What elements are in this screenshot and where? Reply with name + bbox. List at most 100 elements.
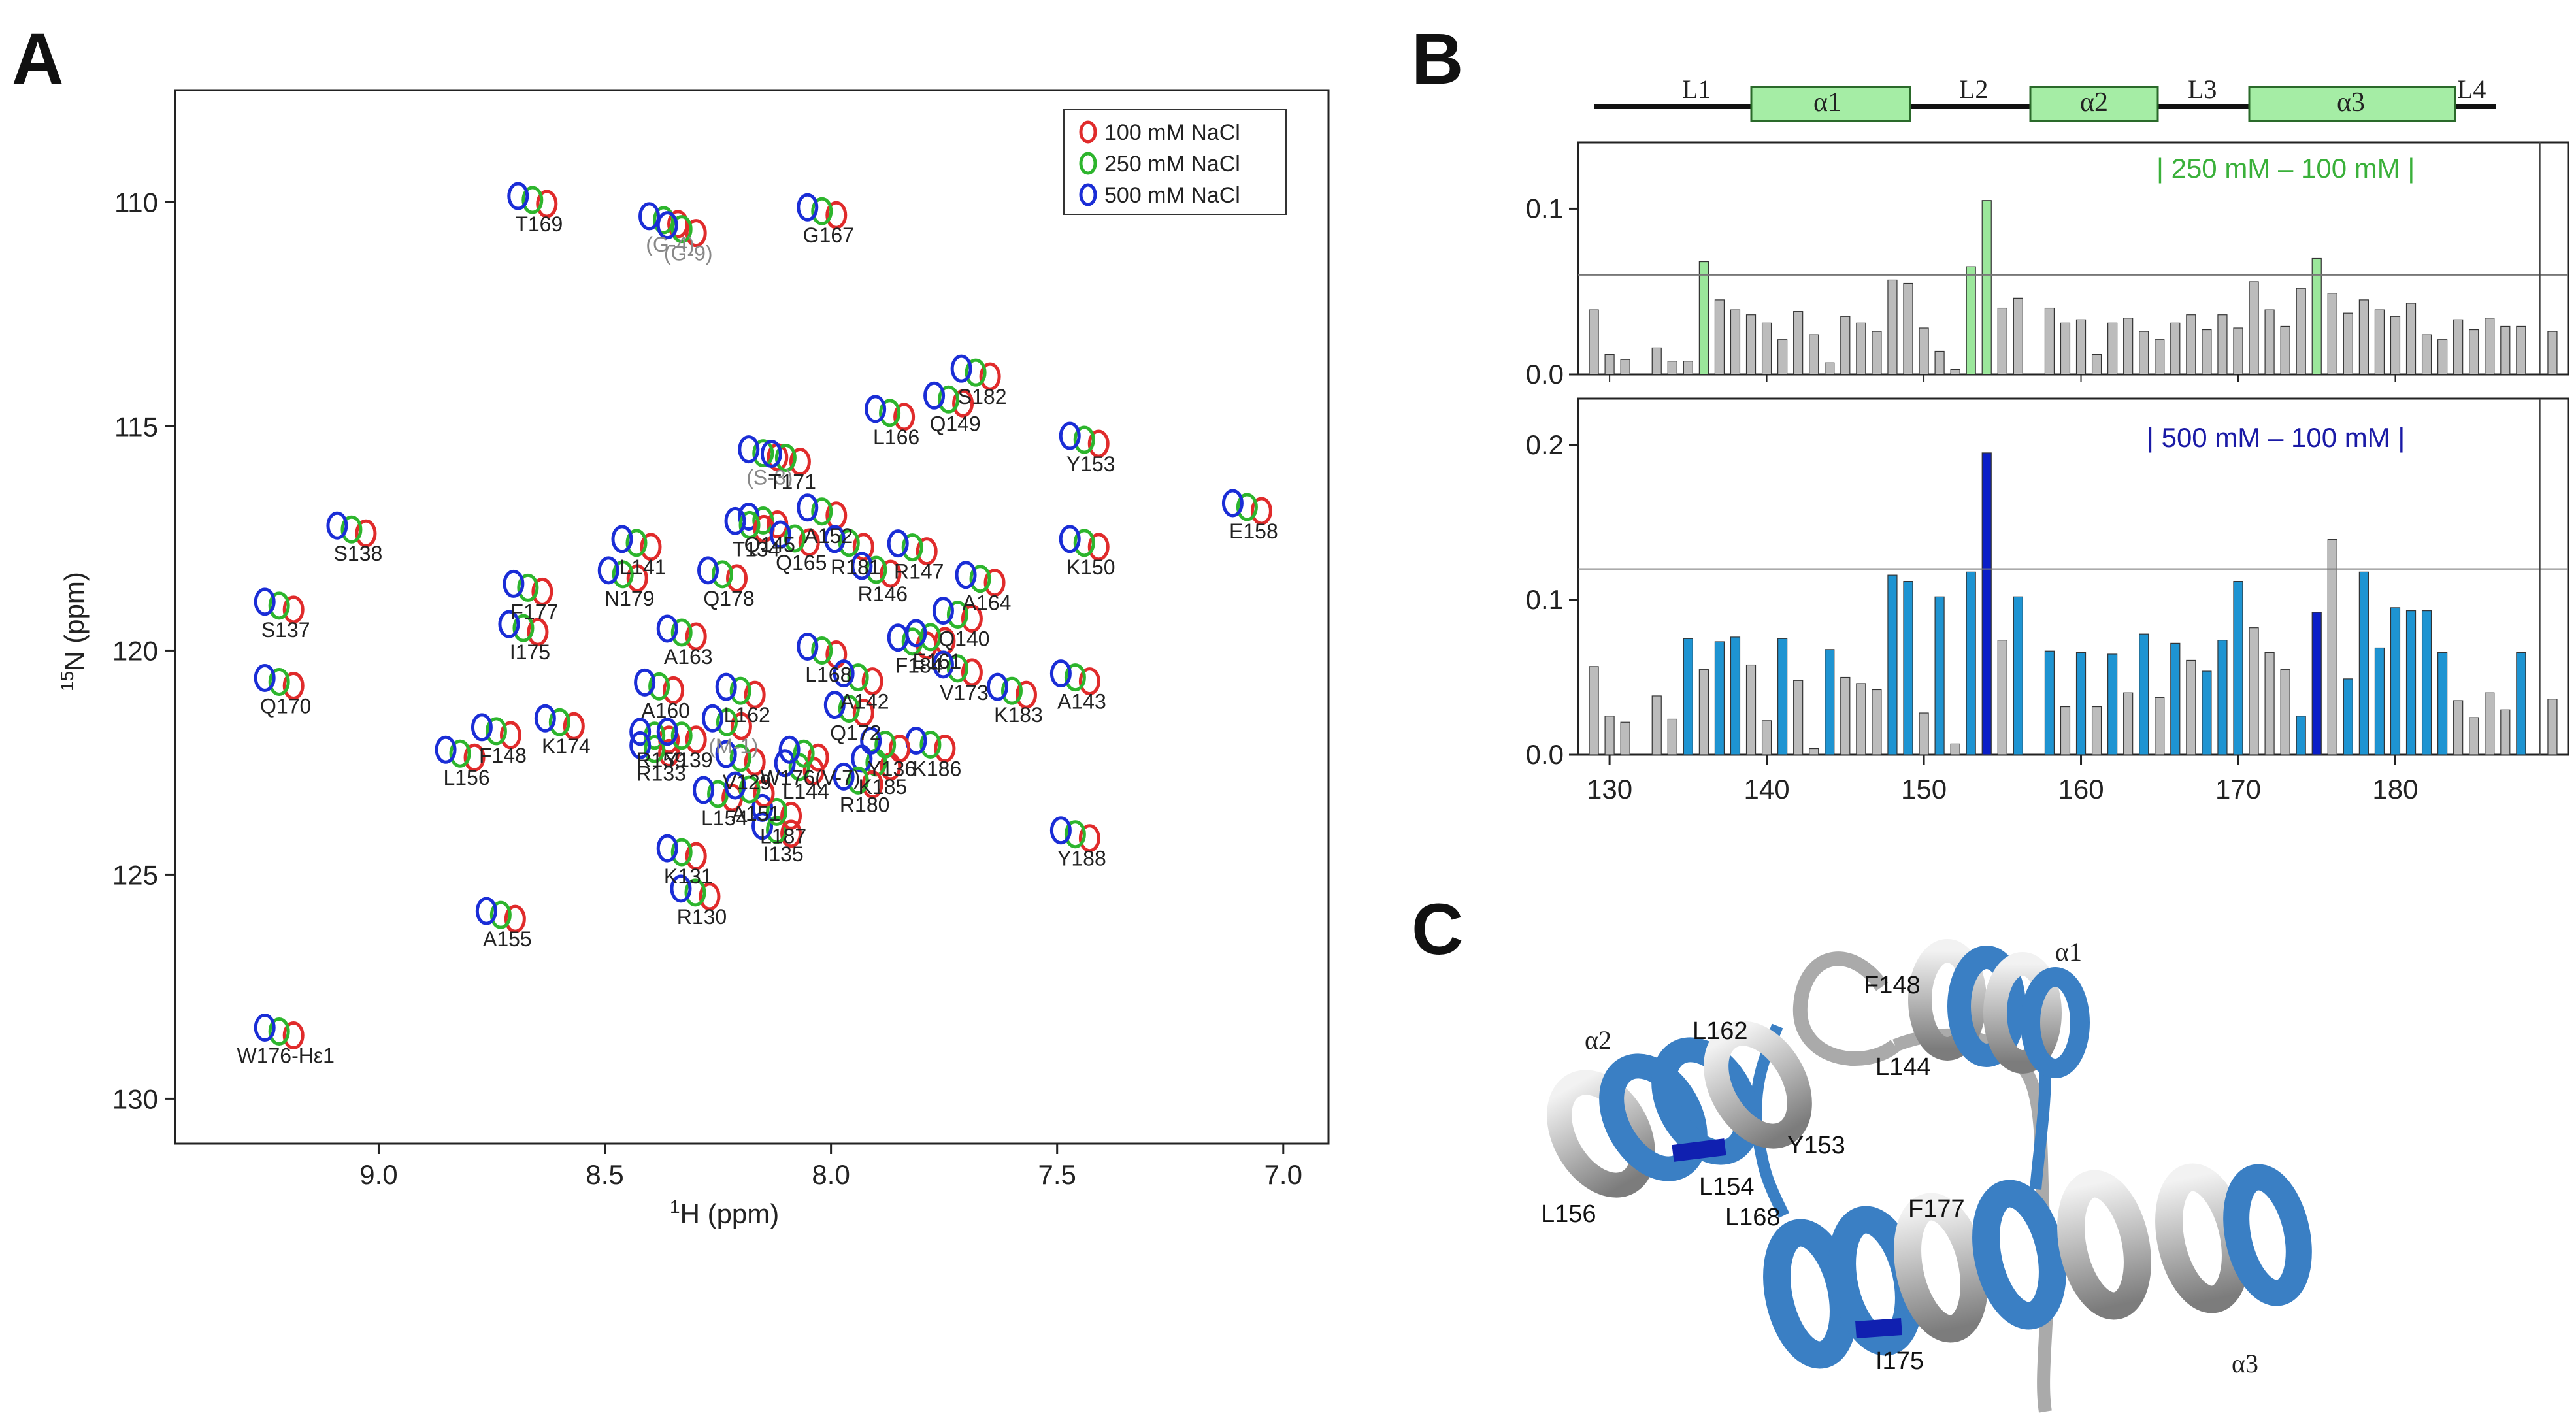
- diff500-bar-151: [1934, 596, 1945, 755]
- peak-q172-250: [838, 695, 860, 723]
- diff500-bar-166: [2170, 642, 2181, 755]
- peak-label: I175: [510, 640, 550, 664]
- diff250-bar-155: [1997, 307, 2007, 375]
- peak-label: R146: [858, 582, 908, 606]
- peak-y139-250: [670, 721, 693, 750]
- peak-label: T169: [515, 212, 563, 236]
- diff250-bar-181: [2405, 303, 2417, 375]
- peak-q172-500: [823, 691, 846, 719]
- x-tick-label: 7.0: [1264, 1159, 1302, 1190]
- diff500-bar-134: [1667, 718, 1677, 755]
- diff500-bar-167: [2186, 659, 2196, 755]
- diff250-bar-136: [1698, 261, 1709, 375]
- peak-y136-500: [860, 726, 882, 755]
- diff500-bar-174: [2296, 716, 2306, 755]
- structure-label-alpha1: α1: [2055, 937, 2082, 966]
- bars-500-100: [1578, 399, 2568, 755]
- diff250-bar-144: [1825, 362, 1835, 375]
- peak-f177-100: [531, 577, 553, 606]
- peak-i175-250: [512, 614, 535, 642]
- diff500-bar-182: [2421, 610, 2432, 755]
- bar-plot-500-title: | 500 mM – 100 mM |: [2147, 422, 2405, 453]
- diff500-bar-171: [2249, 627, 2259, 755]
- peak-a143-500: [1049, 659, 1072, 688]
- panel-label-b: B: [1412, 19, 1463, 99]
- peak-label: S137: [261, 618, 310, 642]
- peak-y139-100: [685, 725, 707, 754]
- diff250-bar-178: [2358, 299, 2369, 375]
- peak-t171-100: [789, 447, 811, 476]
- diff250-bar-149: [1903, 282, 1913, 375]
- peak--g-9--500: [656, 211, 678, 240]
- peak-label: (G-9): [664, 242, 713, 265]
- helix-alpha1-box: [1750, 86, 1911, 122]
- diff250-bar-188: [2516, 325, 2526, 375]
- peak-label: (S-3): [746, 466, 793, 489]
- diff250-bar-154: [1981, 200, 1992, 375]
- peak-a155-500: [475, 897, 497, 925]
- bar-y-tick-label: 0.0: [1526, 739, 1564, 770]
- peak-a160-500: [634, 668, 656, 697]
- peak-r146-100: [880, 559, 902, 588]
- peak-s137-500: [254, 587, 276, 616]
- peak-label: F184: [895, 654, 943, 678]
- peak-i135-250: [766, 816, 788, 844]
- peak-label: L162: [724, 703, 770, 727]
- x-tick-label: 8.0: [812, 1159, 850, 1190]
- peak--s-3--250: [752, 439, 774, 468]
- diff250-bar-147: [1872, 331, 1882, 375]
- peak-a163-100: [685, 622, 707, 651]
- legend-marker-500: [1079, 183, 1097, 206]
- peak-y153-100: [1087, 429, 1110, 458]
- peak-f148-250: [485, 717, 507, 746]
- peak-y188-100: [1078, 824, 1100, 853]
- peak-s138-500: [326, 511, 348, 540]
- peak-label: R130: [677, 905, 727, 929]
- diff500-bar-149: [1903, 581, 1913, 755]
- peak-v129-100: [744, 748, 766, 776]
- diff500-bar-160: [2075, 652, 2087, 755]
- peak-label: R159: [636, 748, 686, 772]
- peak-l156-250: [449, 739, 471, 768]
- diff500-bar-138: [1730, 636, 1741, 755]
- peak-label: Y139: [664, 748, 713, 772]
- diff250-bar-167: [2186, 314, 2196, 375]
- diff500-bar-143: [1809, 748, 1819, 755]
- peak-w176-v-7--100: [807, 743, 829, 772]
- diff250-bar-146: [1856, 322, 1866, 375]
- diff500-bar-153: [1966, 571, 1976, 755]
- bar-x-tick-label: 170: [2215, 774, 2261, 804]
- diff250-bar-172: [2264, 309, 2275, 375]
- peak-q170-250: [268, 667, 290, 696]
- residue-label-y153: Y153: [1787, 1132, 1845, 1159]
- diff250-bar-133: [1651, 347, 1662, 375]
- residue-label-f148: F148: [1864, 972, 1921, 999]
- diff250-bar-163: [2123, 318, 2134, 375]
- diff500-bar-130: [1604, 716, 1615, 755]
- peak-label: L156: [443, 766, 489, 789]
- diff250-bar-131: [1620, 359, 1630, 375]
- peak-label: R180: [840, 793, 890, 816]
- diff500-bar-156: [2013, 596, 2023, 755]
- hsqc-ticks: 9.0 8.5 8.0 7.5 7.0 110 115 120 125 130: [112, 187, 1302, 1190]
- diff500-bar-137: [1714, 641, 1725, 755]
- diff250-bar-142: [1793, 311, 1804, 375]
- diff500-bar-152: [1950, 743, 1960, 755]
- diff250-bar-159: [2060, 322, 2071, 375]
- diff500-bar-163: [2123, 692, 2134, 755]
- peak-r181-100: [852, 533, 874, 561]
- diff250-bar-139: [1745, 314, 1757, 375]
- peak-l154-500: [693, 776, 715, 804]
- peak-y136-100: [889, 734, 911, 763]
- diff500-bar-159: [2060, 706, 2071, 755]
- x-tick-label: 8.5: [586, 1159, 623, 1190]
- peak-q165-500: [769, 520, 791, 549]
- diff500-bar-145: [1840, 676, 1851, 755]
- residue-label-l144: L144: [1875, 1053, 1931, 1081]
- peak-a164-500: [955, 561, 977, 589]
- diff500-bar-177: [2343, 678, 2353, 755]
- diff250-bar-150: [1919, 327, 1929, 375]
- coil-segment: [1792, 951, 1900, 1066]
- peak-t134-500: [724, 506, 746, 535]
- peak-k174-250: [548, 708, 570, 736]
